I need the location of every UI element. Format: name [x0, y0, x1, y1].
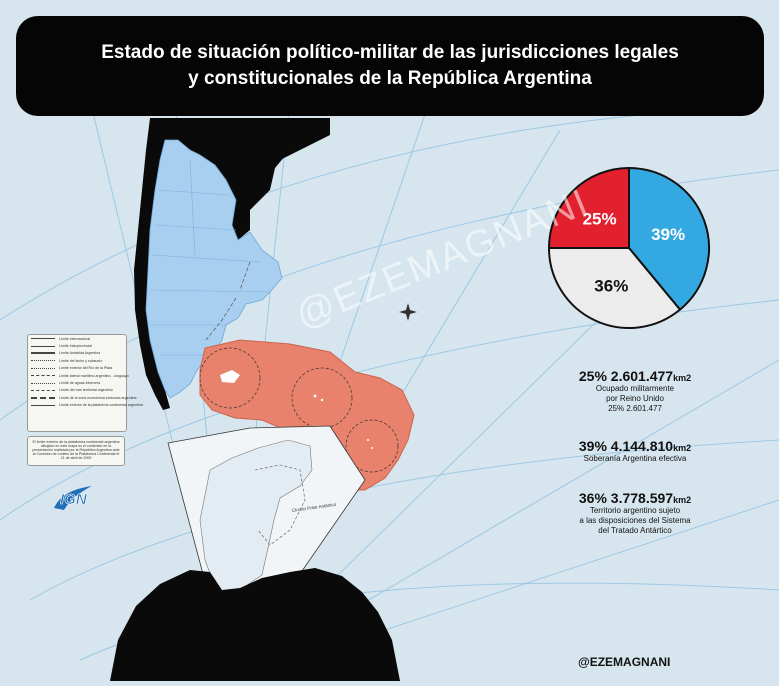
stat-occupied: 25% 2.601.477km2 Ocupado militarmente po…	[555, 368, 715, 414]
stat-sovereignty-unit: km2	[673, 443, 692, 453]
title-line-1: Estado de situación político-militar de …	[101, 42, 679, 63]
legend-item: Límite lateral marítimo argentino - urug…	[28, 372, 129, 379]
title-line-2: y constitucionales de la República Argen…	[188, 68, 592, 89]
stat-antarctic: 36% 3.778.597km2 Territorio argentino su…	[550, 490, 720, 536]
legend-item: Límite exterior de la plataforma contine…	[28, 402, 143, 409]
pie-chart: 39% 36% 25%	[547, 166, 710, 329]
stat-occupied-line: Ocupado militarmente	[595, 384, 675, 393]
stat-occupied-headline: 25% 2.601.477	[578, 368, 674, 384]
legend-note: El límite exterior de la plataforma cont…	[27, 436, 125, 466]
stat-sovereignty-headline: 39% 4.144.810	[578, 438, 674, 454]
polar-circle-label: Círculo Polar Antártico	[291, 502, 337, 513]
legend-item: Límite Antártida Argentina	[28, 350, 126, 357]
legend-item: Límite exterior del Río de la Plata	[28, 365, 126, 372]
stat-occupied-line: 25% 2.601.477	[608, 404, 662, 413]
legend-item: Límite del lecho y subsuelo	[28, 357, 126, 364]
pie-slice	[547, 166, 630, 249]
legend-item: Límite interprovincial	[28, 342, 126, 349]
antarctica-land	[110, 568, 400, 681]
title-banner: Estado de situación político-militar de …	[16, 16, 764, 116]
stat-antarctic-unit: km2	[673, 495, 692, 505]
stat-sovereignty-line: Soberanía Argentina efectiva	[583, 454, 687, 463]
legend-item: Límite internacional	[28, 335, 126, 342]
ign-logo: IGN	[54, 486, 92, 510]
legend-item: Límite del mar territorial argentino	[28, 387, 126, 394]
stat-occupied-unit: km2	[673, 373, 692, 383]
legend-item: Límite de la zona económica exclusiva ar…	[28, 394, 137, 401]
stat-antarctic-line: Territorio argentino sujeto	[589, 506, 681, 515]
legend-item: Límite de aguas interiores	[28, 379, 126, 386]
pie-slice	[628, 166, 710, 312]
argentina-mainland	[145, 139, 283, 399]
occupied-maritime-zone	[199, 339, 415, 491]
ign-logo-text: IGN	[60, 491, 88, 508]
south-america-land	[134, 118, 330, 410]
pie-slice	[547, 247, 682, 329]
map-legend: Límite internacional Límite interprovinc…	[27, 334, 143, 432]
stat-antarctic-headline: 36% 3.778.597	[578, 490, 674, 506]
pie-slice-label: 36%	[594, 277, 628, 296]
stat-sovereignty: 39% 4.144.810km2 Soberanía Argentina efe…	[550, 438, 720, 464]
pie-slice-label: 39%	[651, 225, 685, 244]
pie-slice-label: 25%	[583, 210, 617, 229]
stat-occupied-line: por Reino Unido	[606, 394, 664, 403]
author-handle: @EZEMAGNANI	[578, 655, 671, 669]
compass-rose-icon	[399, 303, 417, 321]
stat-antarctic-line: a las disposiciones del Sistema	[579, 516, 691, 525]
stat-antarctic-line: del Tratado Antártico	[598, 526, 672, 535]
